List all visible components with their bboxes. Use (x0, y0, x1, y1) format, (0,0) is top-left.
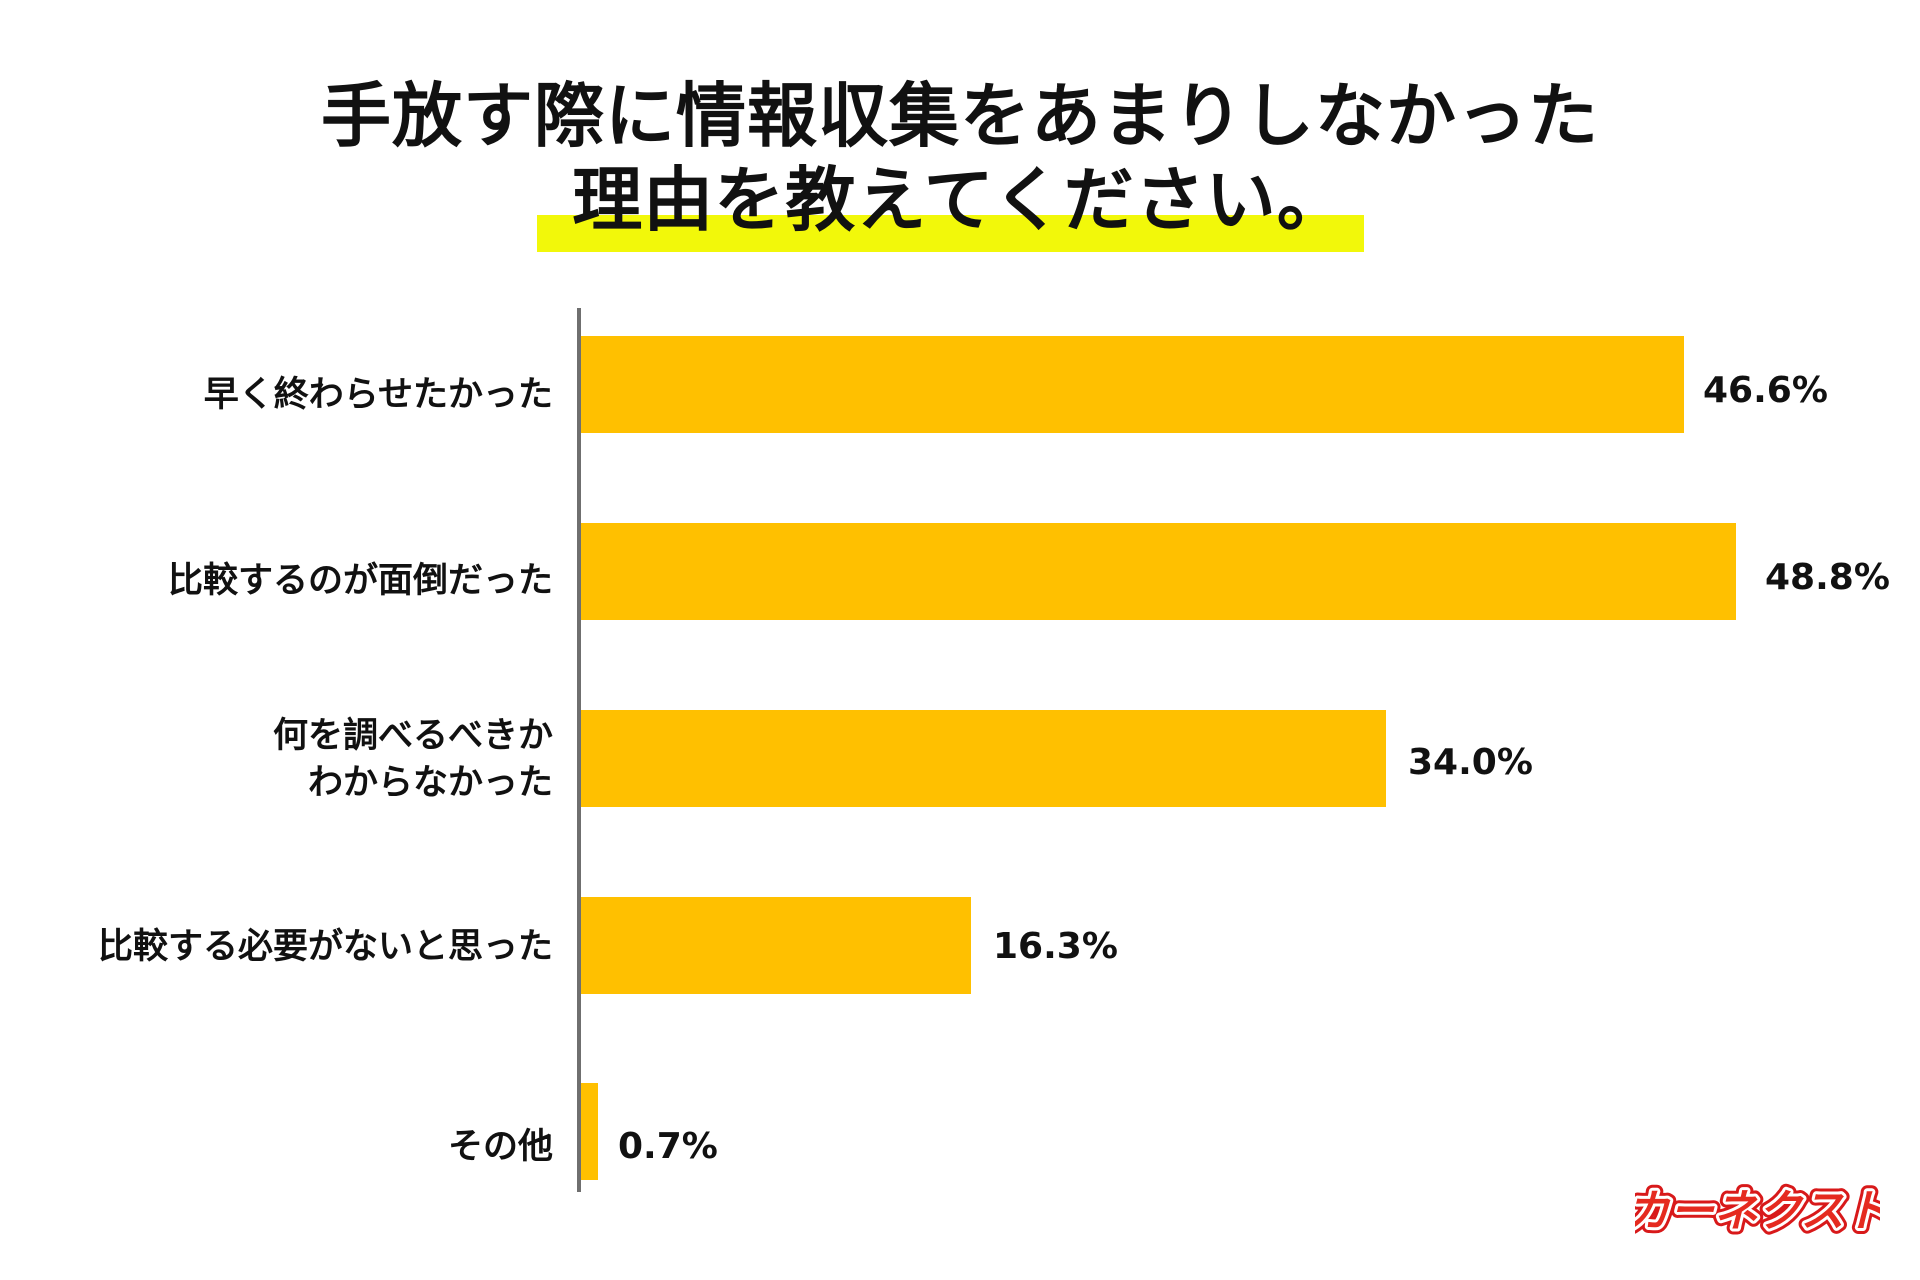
category-label: 比較するのが面倒だった (167, 561, 553, 601)
svg-text:カーネクスト: カーネクスト (1635, 1186, 1880, 1237)
value-label: 0.7% (618, 1126, 718, 1167)
carnext-logo: カーネクスト カーネクスト カーネクスト (1620, 1178, 1895, 1243)
svg-text:カーネクスト: カーネクスト (1635, 1186, 1880, 1237)
value-label: 16.3% (993, 926, 1118, 967)
title-highlight (537, 215, 1364, 252)
value-label: 48.8% (1765, 557, 1890, 598)
value-label: 34.0% (1408, 742, 1533, 783)
value-label: 46.6% (1703, 370, 1828, 411)
bar (581, 710, 1386, 807)
category-label: 比較する必要がないと思った (97, 927, 553, 967)
category-label: その他 (447, 1127, 553, 1167)
chart-title-line-2: 理由を教えてください。 (572, 159, 1348, 241)
bar (581, 523, 1736, 620)
svg-text:カーネクスト: カーネクスト (1635, 1186, 1880, 1237)
logo-icon: カーネクスト カーネクスト カーネクスト (1620, 1180, 1895, 1243)
category-label: 何を調べるべきか (272, 716, 553, 756)
bar (581, 897, 971, 994)
bar (581, 1083, 598, 1180)
y-axis-line (577, 308, 581, 1192)
chart-title-line-1: 手放す際に情報収集をあまりしなかった (321, 75, 1599, 157)
category-label-line-2: わからなかった (307, 763, 553, 803)
category-label: 早く終わらせたかった (203, 375, 553, 415)
bar (581, 336, 1684, 433)
